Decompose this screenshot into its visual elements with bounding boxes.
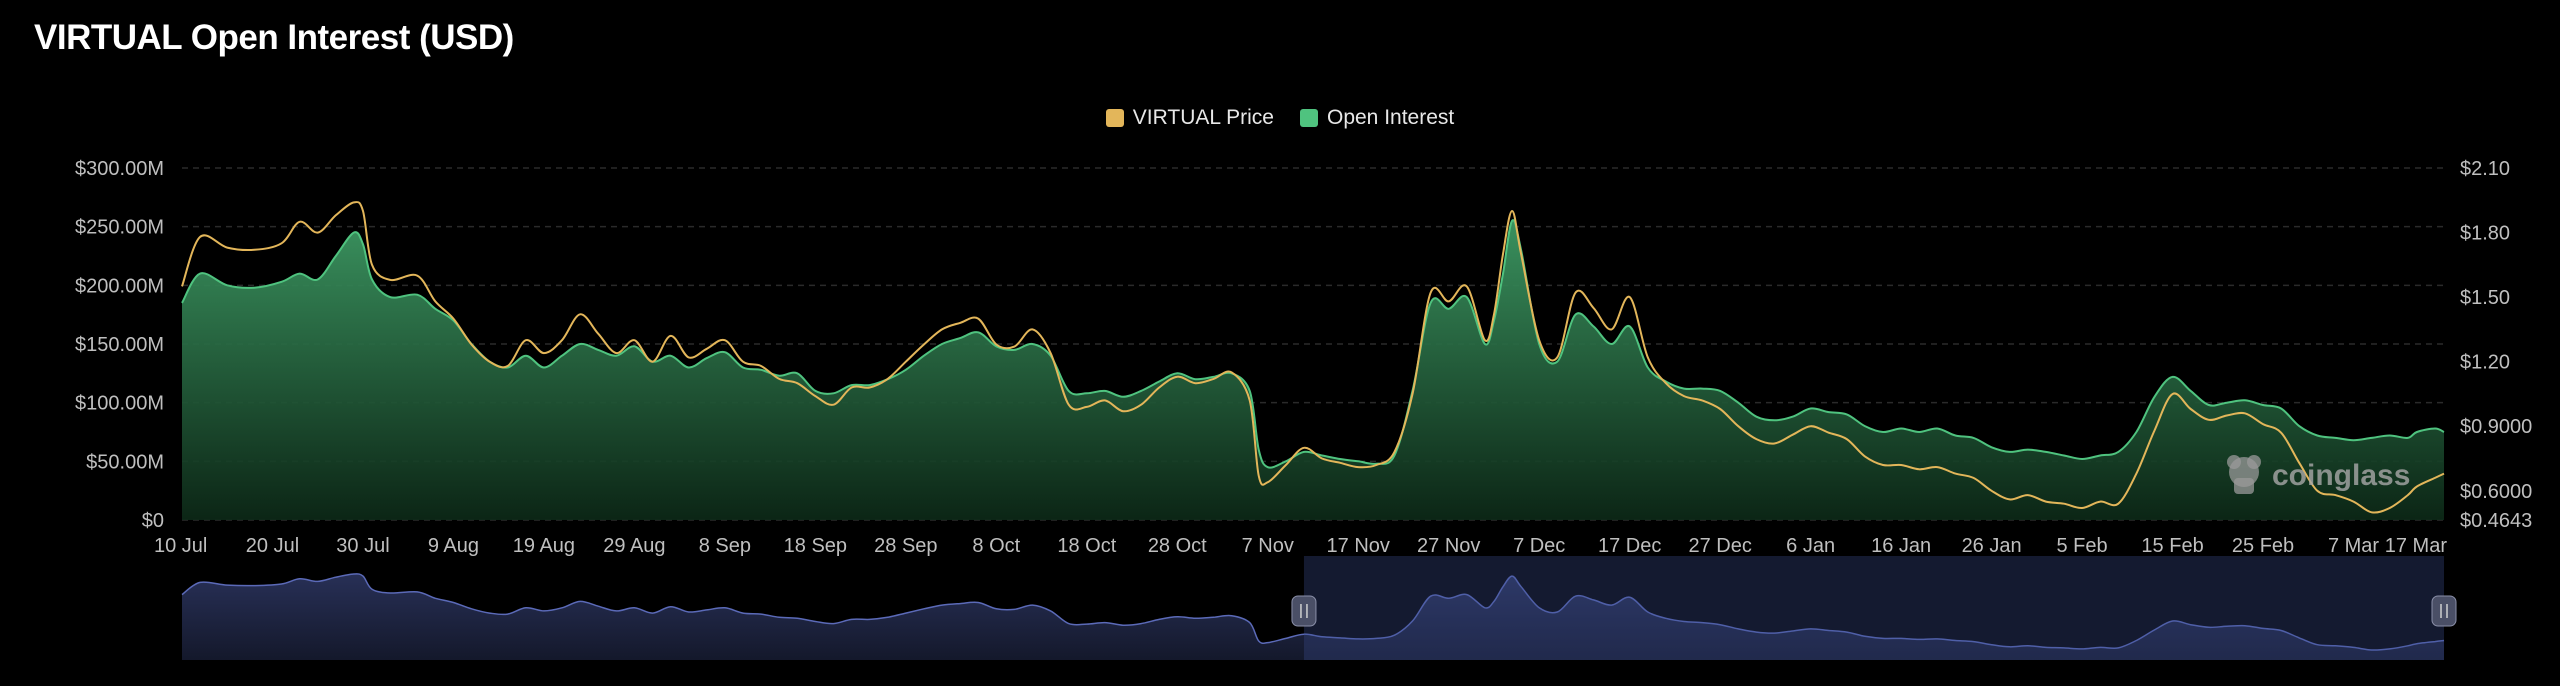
price-swatch (1105, 109, 1124, 127)
x-tick-label: 5 Feb (2057, 535, 2108, 557)
x-tick-label: 27 Nov (1417, 535, 1480, 557)
y-left-tick-label: $100.00M (75, 393, 164, 415)
x-tick-label: 17 Nov (1327, 535, 1390, 557)
x-tick-label: 25 Feb (2232, 535, 2294, 557)
x-tick-label: 7 Nov (1242, 535, 1294, 557)
watermark: coinglass (2227, 455, 2410, 494)
x-tick-label: 18 Sep (784, 535, 847, 557)
x-tick-label: 8 Oct (972, 535, 1020, 557)
oi-area (182, 220, 2444, 520)
coinglass-logo-icon (2227, 455, 2261, 494)
oi-swatch (1299, 109, 1318, 127)
x-tick-label: 7 Mar (2328, 535, 2379, 557)
legend-label-oi: Open Interest (1326, 106, 1455, 129)
navigator-handle-left[interactable] (1291, 595, 1317, 627)
oi-line (181, 219, 2445, 469)
oi-series-layer (181, 219, 2445, 520)
watermark-text: coinglass (2272, 459, 2410, 492)
y-left-tick-label: $0 (142, 510, 164, 532)
y-right-tick-label: $2.10 (2460, 158, 2510, 180)
x-tick-label: 6 Jan (1786, 535, 1835, 557)
y-left-tick-label: $200.00M (75, 275, 164, 297)
y-right-tick-label: $0.9000 (2460, 416, 2532, 438)
axis-layer: $0 $50.00M $100.00M $150.00M $200.00M $250.00… (75, 158, 2532, 557)
navigator-line (181, 573, 2445, 651)
legend-item-oi[interactable]: Open Interest (1299, 106, 1455, 130)
x-tick-label: 17 Mar (2385, 535, 2448, 557)
x-tick-label: 8 Sep (699, 535, 751, 557)
y-right-tick-label: $1.20 (2460, 352, 2510, 374)
x-tick-label: 18 Oct (1057, 535, 1116, 557)
x-tick-label: 9 Aug (428, 535, 479, 557)
x-tick-label: 19 Aug (513, 535, 575, 557)
x-tick-label: 15 Feb (2141, 535, 2203, 557)
x-tick-label: 28 Sep (874, 535, 937, 557)
price-line (181, 200, 2445, 514)
x-tick-label: 29 Aug (603, 535, 665, 557)
x-tick-label: 28 Oct (1148, 535, 1207, 557)
legend-label-price: VIRTUAL Price (1132, 106, 1274, 129)
legend: VIRTUAL Price Open Interest (0, 106, 2560, 130)
chart-title: VIRTUAL Open Interest (USD) (34, 18, 514, 57)
x-tick-label: 26 Jan (1962, 535, 2022, 557)
y-right-tick-label: $1.80 (2460, 223, 2510, 245)
x-tick-label: 30 Jul (336, 535, 389, 557)
x-tick-label: 20 Jul (246, 535, 299, 557)
price-series-layer (181, 200, 2445, 514)
handle-body (2431, 595, 2457, 627)
y-right-tick-label: $0.4643 (2460, 510, 2532, 532)
y-right-tick-label: $1.50 (2460, 287, 2510, 309)
y-left-tick-label: $150.00M (75, 334, 164, 356)
y-left-tick-label: $300.00M (75, 158, 164, 180)
navigator-handle-right[interactable] (2431, 595, 2457, 627)
y-left-tick-label: $50.00M (86, 451, 164, 473)
x-tick-label: 10 Jul (154, 535, 207, 557)
navigator-selection (1303, 556, 2444, 660)
x-tick-label: 16 Jan (1871, 535, 1931, 557)
legend-item-price[interactable]: VIRTUAL Price (1105, 106, 1274, 130)
x-tick-label: 27 Dec (1688, 535, 1751, 557)
handle-body (1291, 595, 1317, 627)
x-tick-label: 17 Dec (1598, 535, 1661, 557)
navigator[interactable] (181, 556, 2457, 660)
y-right-tick-label: $0.6000 (2460, 481, 2532, 503)
x-tick-label: 7 Dec (1513, 535, 1565, 557)
y-left-tick-label: $250.00M (75, 217, 164, 239)
